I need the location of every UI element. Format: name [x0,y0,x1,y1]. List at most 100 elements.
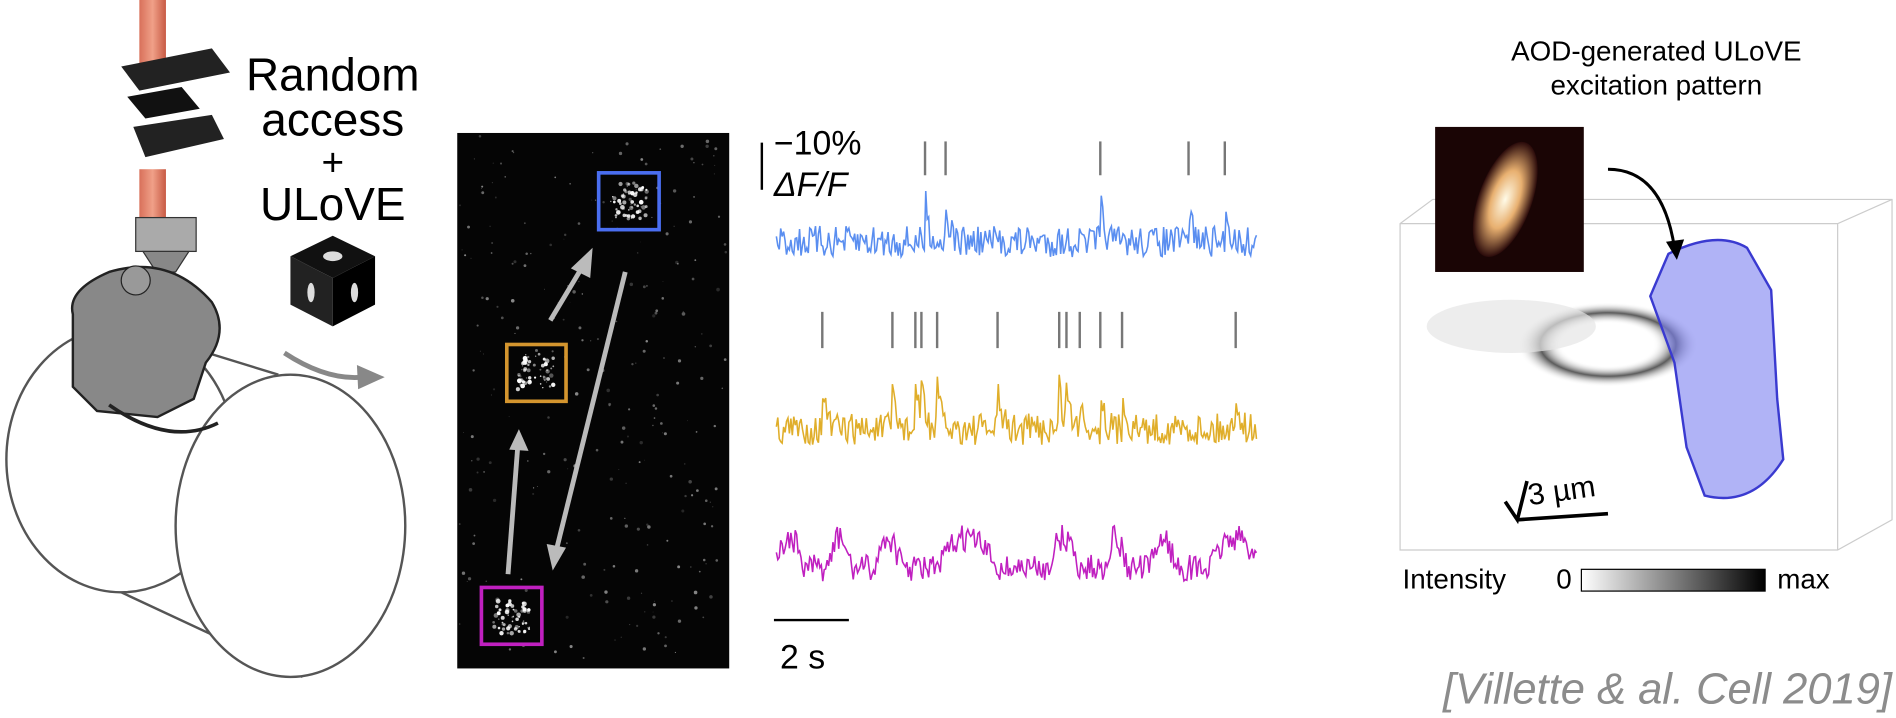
cell-dot [549,373,554,378]
cell-dot [526,368,531,373]
cell-dot [521,380,525,384]
speckle-dot [654,407,658,410]
cell-dot [630,200,635,204]
wheel-face [174,373,407,679]
speckle-dot [490,252,493,254]
cell-dot [644,196,648,200]
mouse-ear [120,265,151,296]
speckle-dot [494,196,497,199]
speckle-dot [625,482,627,484]
cell-dot [504,609,510,615]
trace [775,524,1258,583]
speckle-dot [654,311,658,315]
speckle-dot [647,525,651,529]
size-scale-bar [1503,480,1609,525]
cell-dot [523,367,528,371]
cell-dot [630,214,636,219]
cell-dot [551,356,555,360]
cell-dot [515,617,519,622]
cell-dot [506,631,510,635]
speckle-dot [572,290,576,294]
speckle-dot [703,522,706,526]
cell-dot [527,360,532,364]
speckle-dot [644,459,645,461]
speckle-dot [618,469,620,471]
colorbar-max: max [1777,564,1830,595]
speckle-dot [677,565,681,569]
speckle-dot [644,162,648,166]
speckle-dot [534,348,538,352]
colorbar-min: 0 [1556,564,1571,595]
speckle-dot [476,457,480,461]
speckle-dot [677,359,682,363]
speckle-dot [485,580,488,583]
speckle-dot [694,346,697,348]
speckle-dot [642,647,647,651]
speckle-dot [459,204,461,207]
speckle-dot [712,506,714,508]
speckle-dot [608,404,611,407]
cell-dot [545,381,548,383]
speckle-dot [569,644,573,649]
cell-dot [543,379,546,382]
cell-dot [501,627,506,631]
speckle-dot [652,615,656,619]
cell-dot [495,597,500,602]
speckle-dot [523,264,527,268]
cell-dot [524,362,527,365]
speckle-dot [618,151,623,156]
speckle-dot [500,316,504,320]
speckle-dot [645,284,648,287]
cell-dot [521,365,524,367]
speckle-dot [671,600,673,602]
cell-dot [628,209,630,211]
speckle-dot [713,173,716,175]
objective [135,216,197,253]
speckle-dot [473,534,476,537]
speckle-dot [471,460,473,462]
speckle-dot [674,651,676,654]
speckle-dot [562,318,565,321]
cell-dot [516,612,521,618]
cell-dot [528,376,532,380]
speckle-dot [614,639,616,641]
cell-dot [620,194,625,198]
speckle-dot [591,199,593,201]
speckle-dot [482,353,484,355]
speckle-dot [636,527,640,531]
speckle-dot [553,650,557,654]
speckle-dot [589,594,593,597]
laser-beam [139,169,166,218]
speckle-dot [520,578,523,581]
cell-dot [511,620,514,623]
speckle-dot [666,539,669,542]
speckle-dot [523,222,526,225]
speckle-dot [583,562,587,566]
speckle-dot [577,528,581,532]
cell-dot [641,205,646,210]
scanner [127,87,200,119]
speckle-dot [664,636,667,639]
cell-dot [523,358,528,363]
cell-dot [544,358,550,364]
speckle-dot [705,139,710,144]
objective-tip [141,250,191,273]
cell-dot [640,206,642,208]
speckle-dot [511,150,514,153]
speckle-dot [652,611,654,613]
speckle-dot [684,494,687,498]
speckle-dot [491,182,493,184]
cell-dot [545,369,550,374]
speckle-dot [466,580,468,582]
cell-dot [520,361,525,366]
speckle-dot [629,624,631,626]
cell-dot [629,205,634,211]
speckle-dot [543,288,545,290]
speckle-dot [602,200,605,204]
cell-dot [633,203,637,206]
cell-dot [521,601,527,607]
speckle-dot [492,620,495,624]
cell-dot [508,599,512,603]
speckle-dot [696,489,699,492]
